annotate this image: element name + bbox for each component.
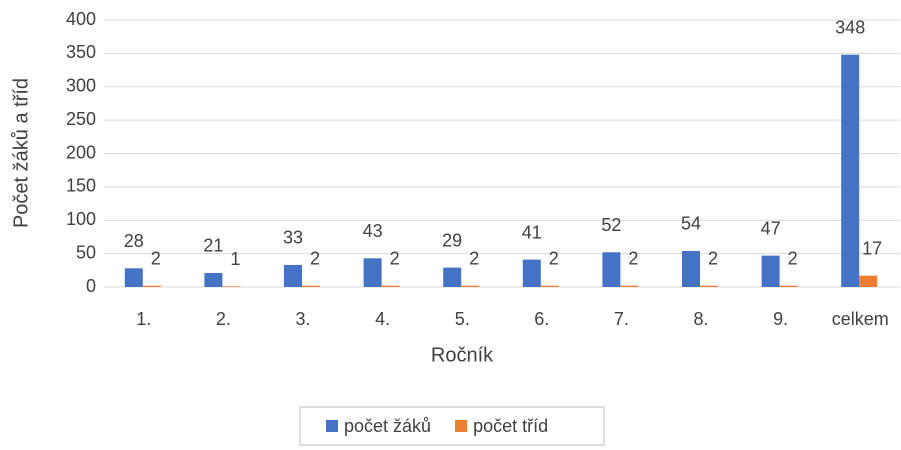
data-label: 28: [124, 231, 144, 251]
x-tick-label: 3.: [295, 309, 310, 329]
legend-label: počet tříd: [473, 416, 548, 436]
legend-label: počet žáků: [344, 416, 431, 436]
bar: [222, 286, 241, 287]
y-tick-label: 400: [66, 9, 96, 29]
bar: [443, 267, 462, 287]
legend-swatch: [455, 420, 468, 432]
x-tick-label: 1.: [136, 309, 151, 329]
data-label: 2: [549, 248, 559, 268]
x-tick-label: 8.: [693, 309, 708, 329]
bar: [461, 285, 480, 287]
bar: [779, 285, 798, 287]
bar: [302, 285, 320, 287]
data-label: 2: [708, 248, 718, 268]
y-axis-label: Počet žáků a tříd: [10, 78, 32, 228]
data-label: 21: [203, 236, 223, 256]
y-tick-label: 150: [66, 176, 96, 196]
bar: [381, 285, 400, 287]
data-label: 2: [151, 248, 161, 268]
data-label: 2: [310, 248, 320, 268]
legend-swatch: [326, 420, 338, 432]
y-tick-label: 300: [66, 76, 96, 96]
y-tick-label: 250: [66, 109, 96, 129]
bar: [682, 250, 700, 287]
data-label: 29: [442, 230, 462, 250]
x-tick-label: celkem: [832, 309, 889, 329]
data-label: 33: [283, 228, 303, 248]
bar: [700, 285, 718, 287]
bar: [841, 54, 860, 288]
y-tick-label: 100: [66, 209, 96, 229]
x-tick-label: 4.: [375, 309, 390, 329]
data-label: 2: [628, 248, 638, 268]
y-tick-label: 0: [86, 276, 96, 296]
y-tick-label: 200: [66, 142, 96, 162]
bar: [363, 258, 382, 287]
bar: [284, 264, 302, 287]
bar: [204, 272, 223, 287]
data-label: 41: [522, 222, 542, 242]
x-tick-label: 2.: [216, 309, 231, 329]
data-label: 2: [469, 248, 479, 268]
data-label: 2: [788, 248, 798, 268]
x-tick-label: 5.: [455, 309, 470, 329]
data-label: 52: [601, 215, 621, 235]
bar: [124, 268, 143, 287]
data-label: 17: [862, 238, 882, 258]
bar: [142, 285, 161, 287]
data-label: 47: [761, 218, 781, 238]
legend-box: [299, 406, 605, 446]
data-label: 54: [681, 214, 701, 234]
y-tick-label: 350: [66, 42, 96, 62]
x-tick-label: 7.: [614, 309, 629, 329]
x-tick-label: 6.: [534, 309, 549, 329]
bar: [540, 285, 559, 287]
data-label: 43: [363, 221, 383, 241]
data-label: 2: [390, 248, 400, 268]
bar: [620, 285, 639, 287]
data-label: 1: [230, 249, 240, 269]
bar: [859, 275, 878, 287]
bar: [761, 255, 780, 287]
bar: [602, 252, 621, 287]
x-axis-label: Ročník: [431, 344, 494, 366]
y-tick-label: 50: [76, 242, 96, 262]
bar: [522, 259, 541, 287]
data-label: 348: [835, 17, 865, 37]
x-tick-label: 9.: [773, 309, 788, 329]
